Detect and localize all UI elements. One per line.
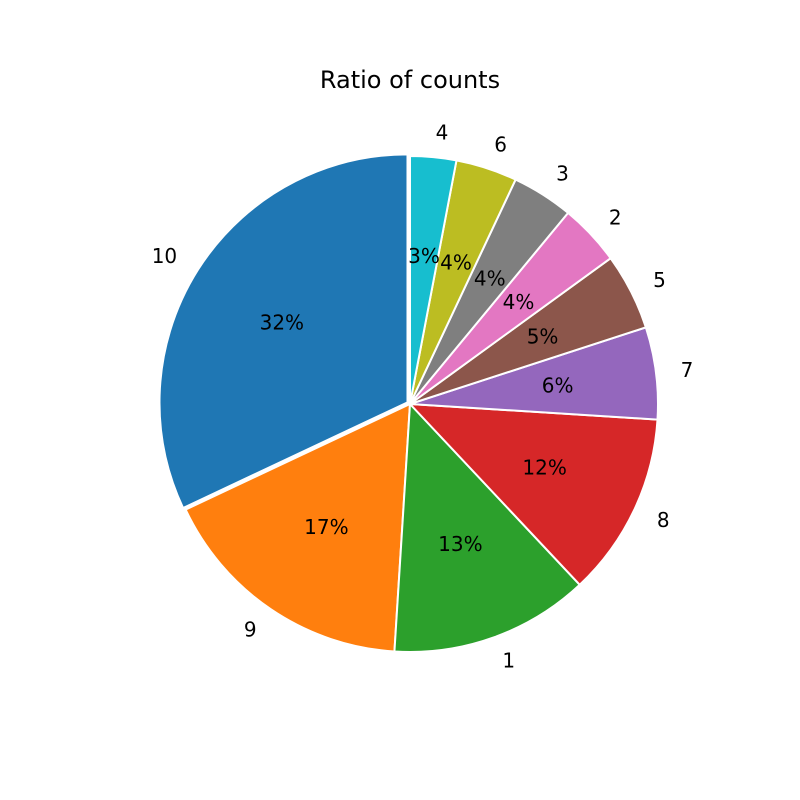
slice-label-4: 4 xyxy=(436,120,449,144)
pie-slice-8 xyxy=(407,402,659,587)
labels-group: 10 32% 9 17% 1 13% 8 12% 7 6% 5 5% 2 4% 3 4% 6 4% 4 3% xyxy=(152,120,694,672)
pct-label-4: 3% xyxy=(408,244,440,268)
slice-label-1: 1 xyxy=(502,649,515,673)
chart-title: Ratio of counts xyxy=(320,66,500,94)
pct-label-7: 6% xyxy=(542,373,574,397)
pie-slice-9 xyxy=(184,402,412,653)
pct-label-3: 4% xyxy=(474,266,506,290)
slice-label-9: 9 xyxy=(244,618,257,642)
slice-label-10: 10 xyxy=(152,244,177,268)
pct-label-9: 17% xyxy=(304,515,348,539)
slice-label-3: 3 xyxy=(556,162,569,186)
pie-slice-4 xyxy=(409,154,458,405)
pct-label-2: 4% xyxy=(503,290,535,314)
slice-label-6: 6 xyxy=(494,133,507,157)
slice-label-7: 7 xyxy=(681,358,694,382)
pct-label-10: 32% xyxy=(260,311,304,335)
pct-label-8: 12% xyxy=(522,455,566,479)
pct-label-5: 5% xyxy=(527,324,559,348)
pct-label-6: 4% xyxy=(440,250,472,274)
pie-slice-1 xyxy=(393,401,582,653)
pie-slice-10 xyxy=(158,153,409,510)
slice-label-8: 8 xyxy=(657,508,670,532)
pct-label-1: 13% xyxy=(438,532,482,556)
slice-label-5: 5 xyxy=(653,268,666,292)
slices-group xyxy=(158,153,659,653)
slice-label-2: 2 xyxy=(609,205,622,229)
